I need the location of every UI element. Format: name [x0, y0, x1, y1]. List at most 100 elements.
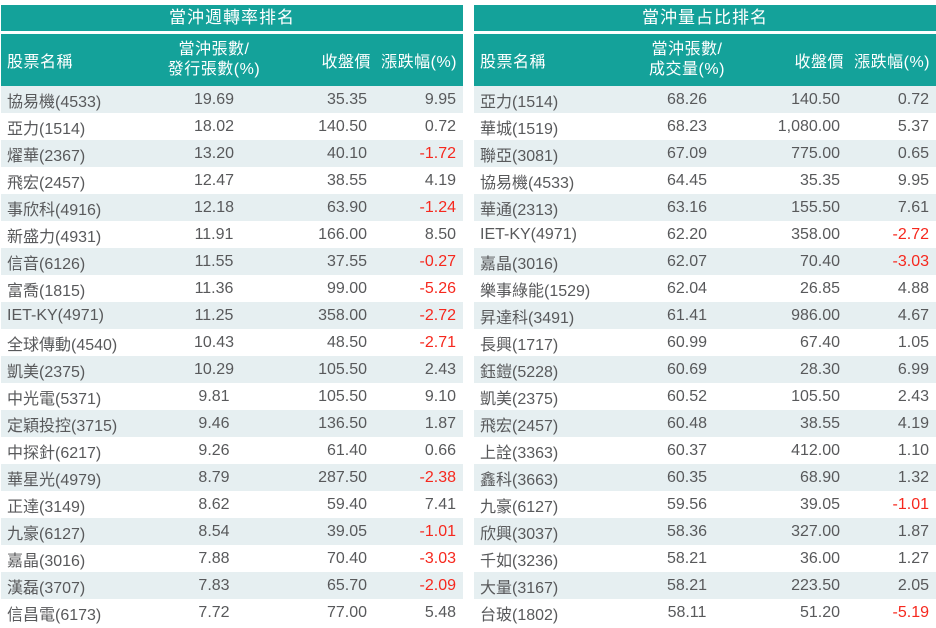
stock-name-cell: 台玻(1802): [480, 606, 559, 624]
change-cell: -2.38: [419, 468, 456, 486]
close-price-cell: 59.40: [326, 495, 367, 513]
close-price-cell: 39.05: [799, 495, 840, 513]
change-cell: -5.26: [419, 279, 456, 297]
close-price-cell: 70.40: [799, 252, 840, 270]
close-price-cell: 35.35: [799, 171, 840, 189]
table-row: 漢磊(3707) 7.83 65.70 -2.09: [1, 572, 463, 599]
close-price-cell: 28.30: [799, 360, 840, 378]
volume-ratio-table: 股票名稱 當沖張數/ 成交量(%) 收盤價 漲跌幅(%) 亞力(1514) 68.…: [474, 34, 936, 626]
change-cell: 2.43: [424, 360, 456, 378]
table-row: 聯亞(3081) 67.09 775.00 0.65: [474, 140, 936, 167]
turnover-ratio-header-line2: 發行張數(%): [167, 61, 261, 78]
table-row: 昇達科(3491) 61.41 986.00 4.67: [474, 302, 936, 329]
close-price-cell: 38.55: [799, 414, 840, 432]
change-cell: 5.48: [424, 603, 456, 621]
ratio-cell: 11.91: [194, 225, 234, 243]
stock-name-cell: 中探針(6217): [7, 444, 102, 462]
ratio-cell: 7.72: [198, 603, 230, 621]
close-price-cell: 327.00: [791, 522, 840, 540]
ratio-cell: 62.20: [666, 225, 708, 243]
table-row: 嘉晶(3016) 62.07 70.40 -3.03: [474, 248, 936, 275]
table-row: 正達(3149) 8.62 59.40 7.41: [1, 491, 463, 518]
table-row: 九豪(6127) 8.54 39.05 -1.01: [1, 518, 463, 545]
stock-name-cell: 亞力(1514): [480, 93, 559, 111]
table-row: 華通(2313) 63.16 155.50 7.61: [474, 194, 936, 221]
ratio-cell: 8.79: [198, 468, 230, 486]
table-row: 協易機(4533) 19.69 35.35 9.95: [1, 86, 463, 113]
turnover-rate-panel: 當沖週轉率排名 股票名稱 當沖張數/ 發行張數(%) 收盤價 漲跌幅(%) 協易…: [1, 5, 463, 626]
stock-name-cell: 正達(3149): [7, 498, 86, 516]
change-cell: 9.10: [424, 387, 456, 405]
ratio-cell: 58.11: [667, 603, 707, 621]
close-price-header: 收盤價: [287, 34, 371, 86]
close-price-cell: 70.40: [326, 549, 367, 567]
table-row: 凱美(2375) 10.29 105.50 2.43: [1, 356, 463, 383]
table-row: 鈺鎧(5228) 60.69 28.30 6.99: [474, 356, 936, 383]
change-cell: -1.01: [419, 522, 456, 540]
turnover-ratio-header: 當沖張數/ 發行張數(%): [141, 34, 287, 86]
close-price-cell: 412.00: [791, 441, 840, 459]
change-cell: 8.50: [424, 225, 456, 243]
close-price-cell: 35.35: [326, 90, 367, 108]
close-price-cell: 358.00: [791, 225, 840, 243]
stock-name-cell: 華星光(4979): [7, 471, 102, 489]
close-price-cell: 61.40: [326, 441, 367, 459]
table-row: 亞力(1514) 68.26 140.50 0.72: [474, 86, 936, 113]
table-row: 事欣科(4916) 12.18 63.90 -1.24: [1, 194, 463, 221]
volume-ratio-title: 當沖量占比排名: [474, 5, 936, 31]
stock-name-cell: 華城(1519): [480, 120, 559, 138]
change-cell: -1.24: [419, 198, 456, 216]
ratio-cell: 19.69: [193, 90, 235, 108]
ratio-cell: 12.18: [193, 198, 235, 216]
change-cell: 1.87: [897, 522, 929, 540]
ratio-cell: 60.99: [666, 333, 708, 351]
stock-name-cell: 亞力(1514): [7, 120, 86, 138]
stock-name-cell: 昇達科(3491): [480, 309, 575, 327]
change-cell: 4.19: [897, 414, 929, 432]
table-row: 新盛力(4931) 11.91 166.00 8.50: [1, 221, 463, 248]
ratio-cell: 10.43: [193, 333, 235, 351]
close-price-cell: 65.70: [326, 576, 367, 594]
stock-name-cell: 華通(2313): [480, 201, 559, 219]
change-cell: 0.72: [424, 117, 456, 135]
change-cell: -2.72: [892, 225, 929, 243]
stock-name-cell: 千如(3236): [480, 552, 559, 570]
ratio-cell: 13.20: [193, 144, 235, 162]
stock-name-cell: 中光電(5371): [7, 390, 102, 408]
change-cell: -5.19: [892, 603, 929, 621]
volume-ratio-header-line2: 成交量(%): [649, 61, 725, 78]
close-price-cell: 37.55: [326, 252, 367, 270]
ratio-cell: 59.56: [666, 495, 708, 513]
change-cell: 1.32: [897, 468, 929, 486]
close-price-cell: 105.50: [791, 387, 840, 405]
table-row: 飛宏(2457) 12.47 38.55 4.19: [1, 167, 463, 194]
stock-name-cell: 協易機(4533): [7, 93, 102, 111]
change-cell: 5.37: [897, 117, 929, 135]
close-price-cell: 775.00: [791, 144, 840, 162]
table-row: 信音(6126) 11.55 37.55 -0.27: [1, 248, 463, 275]
change-cell: 7.61: [897, 198, 929, 216]
change-cell: -2.72: [419, 306, 456, 324]
table-row: 欣興(3037) 58.36 327.00 1.87: [474, 518, 936, 545]
table-row: 千如(3236) 58.21 36.00 1.27: [474, 545, 936, 572]
stock-name-cell: 凱美(2375): [480, 390, 559, 408]
ratio-cell: 58.36: [666, 522, 708, 540]
change-cell: 0.72: [897, 90, 929, 108]
ratio-cell: 7.83: [198, 576, 230, 594]
stock-name-cell: 飛宏(2457): [480, 417, 559, 435]
table-row: 上詮(3363) 60.37 412.00 1.10: [474, 437, 936, 464]
ratio-cell: 68.23: [666, 117, 708, 135]
stock-name-cell: 聯亞(3081): [480, 147, 559, 165]
stock-name-cell: IET-KY(4971): [7, 306, 104, 324]
volume-ratio-header-line1: 當沖張數/: [651, 41, 723, 58]
close-price-cell: 223.50: [791, 576, 840, 594]
stock-name-cell: 嘉晶(3016): [7, 552, 86, 570]
close-price-cell: 155.50: [791, 198, 840, 216]
table-row: 中光電(5371) 9.81 105.50 9.10: [1, 383, 463, 410]
ratio-cell: 60.69: [666, 360, 708, 378]
ratio-cell: 58.21: [666, 576, 708, 594]
ratio-cell: 62.07: [666, 252, 708, 270]
table-row: 信昌電(6173) 7.72 77.00 5.48: [1, 599, 463, 626]
change-cell: -0.27: [419, 252, 456, 270]
